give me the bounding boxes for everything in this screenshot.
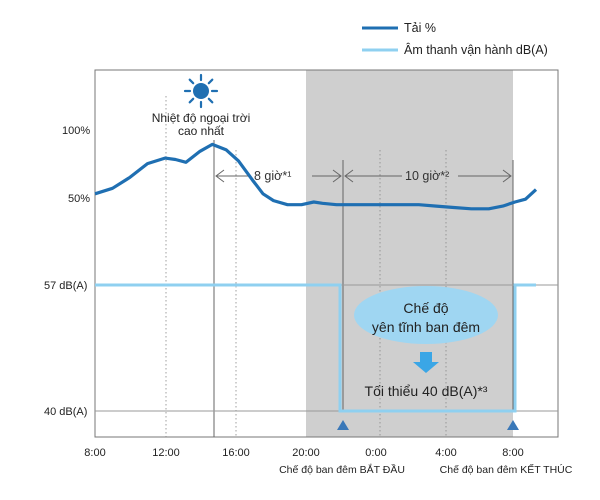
night-start-marker-icon	[337, 420, 349, 430]
x-tick-3: 20:00	[292, 447, 320, 459]
duration-2-head-left	[344, 169, 354, 183]
legend: Tải % Âm thanh vận hành dB(A)	[362, 21, 548, 57]
x-tick-6: 8:00	[502, 447, 523, 459]
y-label-100: 100%	[62, 125, 90, 137]
peak-label-line2: cao nhất	[178, 124, 225, 138]
duration-2-arrow	[344, 169, 512, 183]
duration-1-head-left	[215, 169, 225, 183]
quiet-mode-line2: yên tĩnh ban đêm	[372, 319, 480, 335]
quiet-mode-bubble	[354, 286, 498, 344]
duration-1-arrow	[215, 169, 342, 183]
x-tick-4: 0:00	[365, 447, 386, 459]
x-tick-5: 4:00	[435, 447, 456, 459]
quiet-mode-line1: Chế độ	[403, 300, 448, 316]
peak-label-line1: Nhiệt độ ngoại trời	[152, 111, 251, 125]
minimum-label: Tối thiểu 40 dB(A)*³	[365, 383, 488, 399]
y-label-57db: 57 dB(A)	[44, 280, 87, 292]
down-arrow-icon	[413, 352, 439, 373]
series-sound-line	[95, 283, 536, 413]
night-end-label: Chế độ ban đêm KẾT THÚC	[440, 463, 573, 476]
night-end-marker-icon	[507, 420, 519, 430]
legend-sound-label: Âm thanh vận hành dB(A)	[404, 42, 548, 57]
x-tick-1: 12:00	[152, 447, 180, 459]
duration-1-label: 8 giờ*¹	[254, 169, 291, 183]
night-start-label: Chế độ ban đêm BẮT ĐẦU	[279, 463, 405, 476]
y-label-50: 50%	[68, 193, 90, 205]
x-tick-0: 8:00	[84, 447, 105, 459]
sun-icon	[183, 73, 219, 109]
plot-frame	[94, 69, 559, 438]
series-load-line	[94, 142, 538, 211]
dotted-guides	[165, 96, 447, 437]
legend-load-label: Tải %	[404, 21, 436, 35]
duration-2-label: 10 giờ*²	[405, 169, 449, 183]
duration-2-head-right	[502, 169, 512, 183]
duration-1-head-right	[332, 169, 342, 183]
y-label-40db: 40 dB(A)	[44, 406, 87, 418]
x-tick-2: 16:00	[222, 447, 250, 459]
night-shade	[306, 70, 513, 437]
